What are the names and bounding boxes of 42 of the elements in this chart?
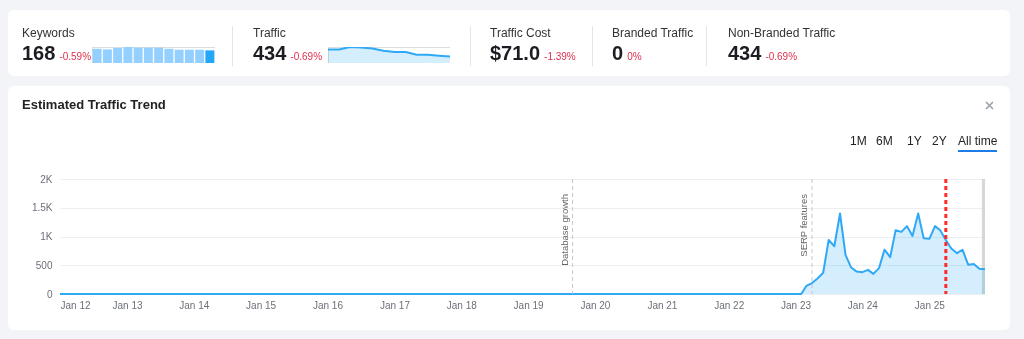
text: 434	[728, 42, 762, 64]
x-tick-label: Jan 21	[647, 299, 678, 311]
text: -0.69%	[765, 51, 798, 62]
x-tick-label: Jan 19	[513, 299, 545, 311]
x-tick-label: Jan 13	[112, 299, 143, 311]
text: 2Y	[932, 134, 947, 148]
text: 1Y	[907, 134, 922, 148]
text: Traffic Cost	[490, 26, 551, 40]
x-tick-label: Jan 14	[179, 299, 210, 311]
text: Keywords	[22, 26, 75, 40]
x-tick-label: Jan 15	[246, 299, 277, 311]
text: 434	[253, 42, 287, 64]
x-tick-label: Jan 12	[60, 299, 91, 311]
ref-line-label: Database growth	[558, 194, 570, 266]
text: All time	[958, 134, 998, 152]
x-tick-label: Jan 22	[714, 299, 745, 311]
x-tick-label: Jan 23	[781, 299, 812, 311]
x-tick-label: Jan 25	[914, 299, 946, 311]
y-tick-label: 1K	[40, 231, 53, 242]
text: -0.69%	[290, 51, 323, 62]
text: -1.39%	[544, 51, 576, 62]
x-tick-label: Jan 20	[580, 299, 611, 311]
text: 6M	[876, 134, 893, 148]
y-tick-label: 500	[35, 259, 53, 271]
text: Non-Branded Traffic	[728, 26, 836, 40]
text: 168	[22, 42, 56, 64]
y-tick-label: 2K	[40, 173, 53, 185]
x-tick-label: Jan 24	[847, 299, 879, 311]
text: Traffic	[253, 26, 286, 40]
text: 1M	[850, 134, 867, 148]
text: -0.59%	[59, 51, 92, 62]
text: 0%	[627, 51, 642, 62]
x-tick-label: Jan 16	[312, 299, 344, 311]
text: 0	[612, 42, 624, 64]
x-tick-label: Jan 17	[379, 299, 411, 311]
chart-title: Estimated Traffic Trend	[22, 97, 166, 112]
text: Branded Traffic	[612, 26, 694, 40]
ref-line-label: SERP features	[798, 193, 810, 257]
y-tick-label: 0	[46, 288, 53, 300]
y-tick-label: 1.5K	[31, 202, 53, 214]
x-tick-label: Jan 18	[446, 299, 478, 311]
text: $71.0	[490, 42, 541, 64]
